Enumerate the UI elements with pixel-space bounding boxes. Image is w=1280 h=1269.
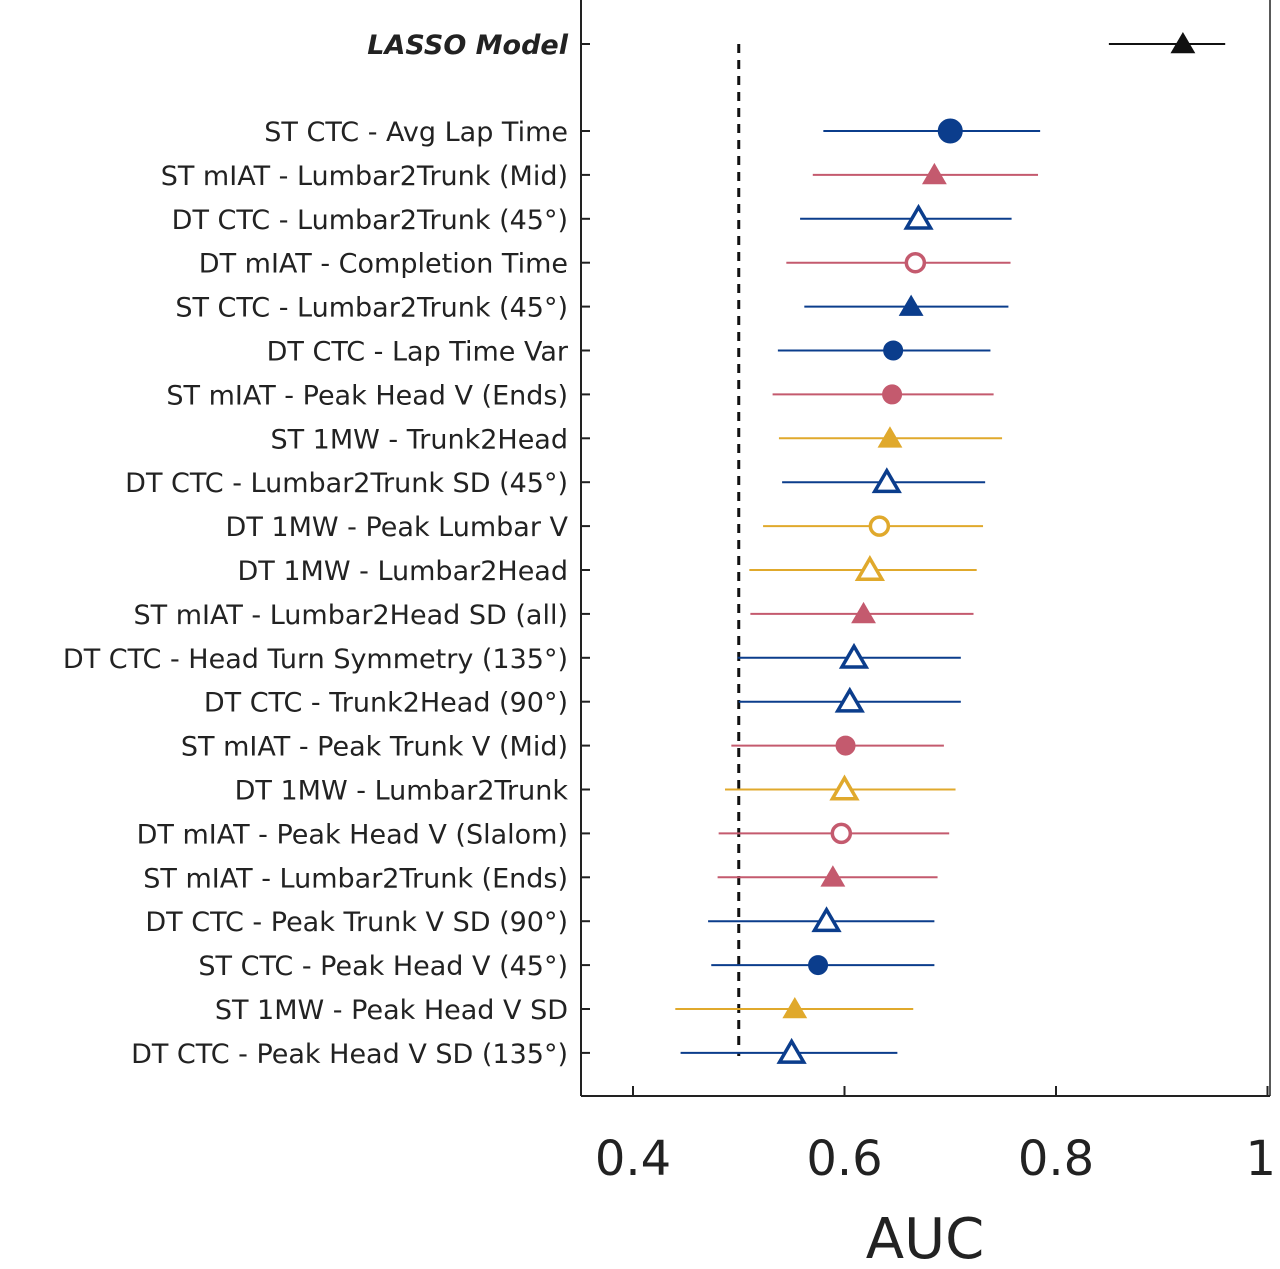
forest-row: DT CTC - Peak Head V SD (135°) [131,1037,898,1070]
row-label: DT CTC - Lap Time Var [267,337,569,368]
forest-row: ST mIAT - Peak Head V (Ends) [166,380,994,411]
row-label: ST mIAT - Peak Trunk V (Mid) [181,732,568,763]
forest-row: ST CTC - Peak Head V (45°) [198,951,935,982]
row-label: DT CTC - Lumbar2Trunk (45°) [172,205,568,236]
row-label: ST mIAT - Lumbar2Trunk (Ends) [143,863,568,894]
row-label: ST mIAT - Peak Head V (Ends) [166,380,568,411]
forest-row: DT CTC - Peak Trunk V SD (90°) [145,906,935,938]
point-marker [829,774,860,801]
x-ticks-group: 0.4 0.6 0.8 1 [595,1086,1276,1187]
row-label: DT 1MW - Lumbar2Trunk [235,776,569,807]
row-label: DT 1MW - Lumbar2Head [238,556,569,587]
row-label: ST 1MW - Peak Head V SD [215,995,568,1026]
forest-row: DT CTC - Trunk2Head (90°) [204,686,961,719]
point-marker [868,515,891,537]
forest-row: LASSO Model [367,30,1226,61]
forest-row: ST 1MW - Trunk2Head [270,424,1003,455]
point-marker [904,251,927,274]
point-marker [854,555,886,581]
x-tick-label: 0.6 [806,1131,882,1187]
point-marker [838,642,870,669]
forest-row: DT 1MW - Lumbar2Trunk [235,774,956,807]
point-marker [830,822,853,845]
forest-row: DT mIAT - Completion Time [199,249,1011,280]
point-marker [903,203,934,230]
forest-row: ST CTC - Lumbar2Trunk (45°) [175,293,1009,324]
forest-row: ST CTC - Avg Lap Time [264,117,1041,148]
point-marker [811,906,842,933]
row-label: LASSO Model [367,30,568,61]
x-tick-label: 0.4 [595,1131,671,1187]
forest-row: DT CTC - Head Turn Symmetry (135°) [63,642,961,675]
point-marker [820,865,846,887]
x-tick-label: 1 [1245,1131,1276,1187]
point-marker [835,735,856,756]
forest-row: DT 1MW - Peak Lumbar V [226,512,984,543]
forest-row: DT CTC - Lumbar2Trunk (45°) [172,203,1012,236]
forest-row: DT 1MW - Lumbar2Head [238,555,977,587]
row-label: DT CTC - Head Turn Symmetry (135°) [63,644,568,675]
row-label: DT CTC - Peak Trunk V SD (90°) [145,907,568,938]
point-marker [808,955,829,976]
point-marker [834,686,865,713]
x-tick-label: 0.8 [1018,1131,1094,1187]
row-label: DT CTC - Lumbar2Trunk SD (45°) [125,468,568,499]
forest-row: DT mIAT - Peak Head V (Slalom) [137,819,950,850]
forest-row: DT CTC - Lap Time Var [267,337,991,368]
row-label: ST mIAT - Lumbar2Trunk (Mid) [161,161,568,192]
point-marker [782,997,808,1019]
row-label: DT CTC - Trunk2Head (90°) [204,688,568,719]
forest-row: ST mIAT - Peak Trunk V (Mid) [181,732,944,763]
point-marker [883,340,904,361]
forest-row: ST 1MW - Peak Head V SD [215,995,914,1026]
point-marker [871,467,902,494]
axes [580,0,1271,1097]
row-label: ST CTC - Peak Head V (45°) [198,951,568,982]
forest-row: ST mIAT - Lumbar2Trunk (Mid) [161,161,1039,192]
row-label: DT 1MW - Peak Lumbar V [226,512,569,543]
row-label: DT mIAT - Peak Head V (Slalom) [137,819,568,850]
rows-group: LASSO Model ST CTC - Avg Lap Time ST mIAT … [63,30,1226,1070]
point-marker [776,1037,807,1064]
point-marker [1170,32,1196,54]
forest-row: DT CTC - Lumbar2Trunk SD (45°) [125,467,986,499]
point-marker [921,162,947,185]
row-label: ST CTC - Lumbar2Trunk (45°) [175,293,568,324]
forest-row: ST mIAT - Lumbar2Head SD (all) [133,600,974,631]
row-label: DT CTC - Peak Head V SD (135°) [131,1039,568,1070]
row-label: ST CTC - Avg Lap Time [264,117,568,148]
point-marker [937,118,963,144]
point-marker [898,294,924,316]
x-axis-label: AUC [866,1207,984,1269]
row-label: DT mIAT - Completion Time [199,249,568,280]
point-marker [882,384,903,405]
row-label: ST mIAT - Lumbar2Head SD (all) [133,600,568,631]
forest-row: ST mIAT - Lumbar2Trunk (Ends) [143,863,938,894]
row-label: ST 1MW - Trunk2Head [270,424,568,455]
point-marker [851,601,876,624]
point-marker [877,426,903,448]
